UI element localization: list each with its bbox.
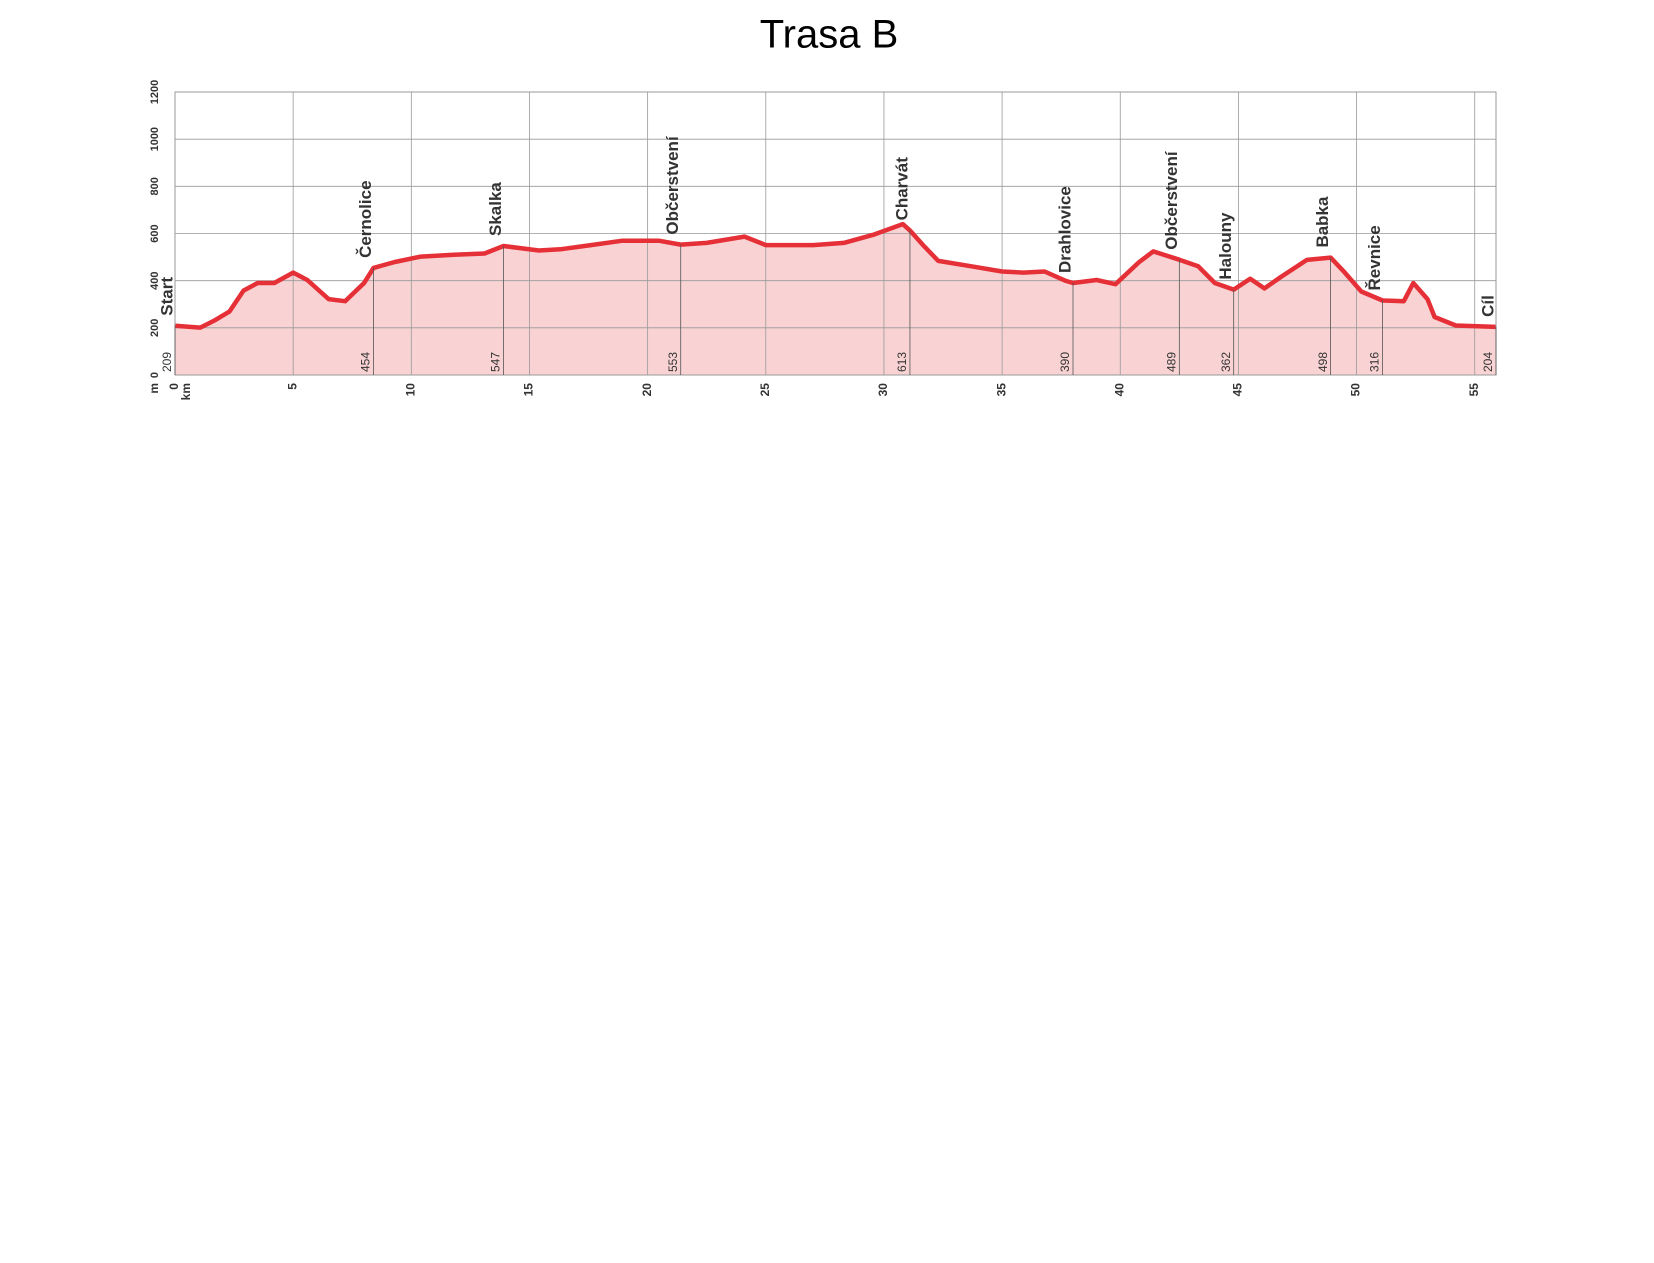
waypoint-label: Občerstvení (663, 135, 682, 235)
elevation-line (174, 221, 1497, 330)
x-tick-label: 5 (285, 383, 299, 390)
waypoint-label: Cíl (1478, 295, 1497, 317)
waypoint-label: Charvát (892, 157, 911, 221)
x-tick-label: 35 (994, 383, 1008, 397)
x-tick-label: 30 (876, 383, 890, 397)
waypoint-label: Babka (1313, 196, 1332, 248)
waypoint-label: Halouny (1216, 212, 1235, 280)
x-tick-label: 20 (640, 383, 654, 397)
waypoint-elevation: 390 (1058, 352, 1072, 372)
y-tick-label: 1200 (149, 80, 161, 104)
waypoint-label: Černolice (356, 180, 375, 257)
y-tick-label: 0 (149, 372, 161, 378)
waypoint-elevation: 316 (1368, 352, 1382, 372)
y-tick-label: 200 (149, 319, 161, 337)
x-tick-label: 45 (1231, 383, 1245, 397)
y-tick-label: 400 (149, 271, 161, 289)
waypoint-elevation: 209 (160, 352, 174, 372)
x-tick-label: 10 (403, 383, 417, 397)
waypoint-elevation: 204 (1481, 352, 1495, 372)
waypoint-label: Občerstvení (1162, 150, 1181, 250)
waypoint-elevation: 498 (1316, 352, 1330, 372)
waypoint-elevation: 489 (1165, 352, 1179, 372)
waypoint-label: Drahlovice (1055, 186, 1074, 273)
waypoint-label: Řevnice (1365, 225, 1384, 290)
waypoint-label: Start (157, 277, 176, 316)
area-fill (175, 224, 1496, 375)
waypoint-elevation: 613 (895, 352, 909, 372)
waypoint-elevation: 547 (489, 352, 503, 372)
waypoint-elevation: 362 (1219, 352, 1233, 372)
chart-title: Trasa B (760, 13, 899, 57)
y-tick-label: 800 (149, 177, 161, 195)
x-axis-label: km (179, 383, 193, 400)
x-tick-label: 55 (1467, 383, 1481, 397)
waypoint-elevation: 553 (666, 352, 680, 372)
x-tick-label: 0 (167, 383, 181, 390)
x-tick-label: 40 (1112, 383, 1126, 397)
x-tick-label: 50 (1349, 383, 1363, 397)
waypoint-label: Skalka (486, 182, 505, 236)
y-tick-label: 1000 (149, 127, 161, 151)
waypoint-elevation: 454 (359, 352, 373, 372)
x-tick-label: 25 (758, 383, 772, 397)
plot-frame (174, 91, 1497, 376)
y-tick-label: 600 (149, 224, 161, 242)
y-axis-label: m (147, 383, 161, 394)
x-tick-label: 15 (522, 383, 536, 397)
